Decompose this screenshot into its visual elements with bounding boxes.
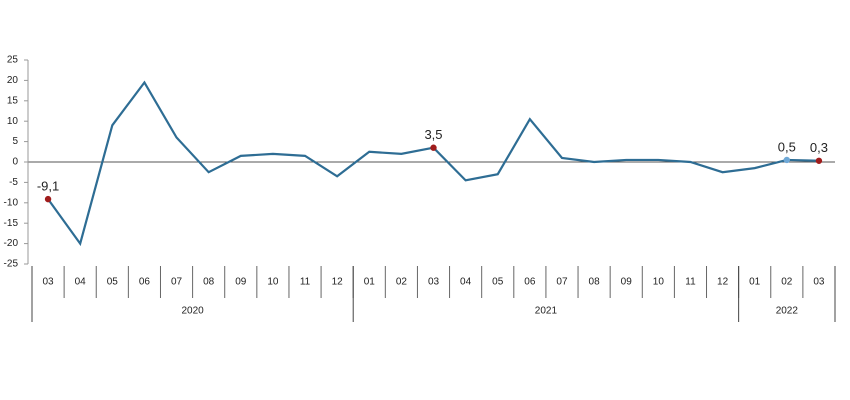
x-tick-label: 04	[460, 277, 472, 288]
marker	[783, 156, 791, 164]
value-label: -9,1	[37, 179, 59, 194]
x-tick-label: 05	[107, 277, 119, 288]
x-tick-label: 03	[813, 277, 825, 288]
x-tick-label: 02	[781, 277, 793, 288]
x-tick-label: 10	[267, 277, 279, 288]
year-label: 2022	[776, 306, 799, 317]
x-tick-label: 10	[653, 277, 665, 288]
y-tick-label: -5	[9, 177, 18, 188]
marker	[430, 144, 437, 151]
x-tick-label: 03	[42, 277, 54, 288]
x-tick-label: 11	[685, 277, 696, 288]
x-tick-label: 11	[300, 277, 311, 288]
year-label: 2021	[535, 306, 558, 317]
marker	[815, 157, 823, 164]
x-tick-label: 08	[589, 277, 601, 288]
value-label: 0,3	[810, 140, 828, 155]
x-tick-label: 02	[396, 277, 408, 288]
x-tick-label: 12	[717, 277, 729, 288]
x-tick-label: 03	[428, 277, 440, 288]
x-tick-label: 09	[235, 277, 247, 288]
x-tick-label: 12	[332, 277, 344, 288]
y-tick-label: -10	[4, 197, 19, 208]
value-label: 0,5	[778, 139, 796, 154]
x-tick-label: 07	[171, 277, 183, 288]
y-tick-label: 0	[12, 157, 18, 168]
marker	[44, 195, 52, 203]
x-tick-label: 01	[364, 277, 376, 288]
x-tick-label: 08	[203, 277, 215, 288]
y-tick-label: 20	[7, 75, 19, 86]
x-tick-label: 07	[556, 277, 568, 288]
y-tick-label: 5	[12, 136, 18, 147]
x-tick-label: 04	[75, 277, 87, 288]
x-tick-label: 05	[492, 277, 504, 288]
x-tick-label: 09	[621, 277, 633, 288]
y-tick-label: -20	[4, 238, 19, 249]
x-tick-label: 01	[749, 277, 761, 288]
x-tick-label: 06	[524, 277, 536, 288]
y-tick-label: 25	[7, 55, 19, 66]
y-tick-label: 15	[7, 95, 19, 106]
x-tick-label: 06	[139, 277, 151, 288]
y-tick-label: 10	[7, 116, 19, 127]
value-label: 3,5	[424, 127, 442, 142]
year-label: 2020	[181, 306, 204, 317]
y-tick-label: -25	[4, 259, 19, 270]
line	[47, 80, 819, 247]
y-tick-label: -15	[4, 218, 19, 229]
